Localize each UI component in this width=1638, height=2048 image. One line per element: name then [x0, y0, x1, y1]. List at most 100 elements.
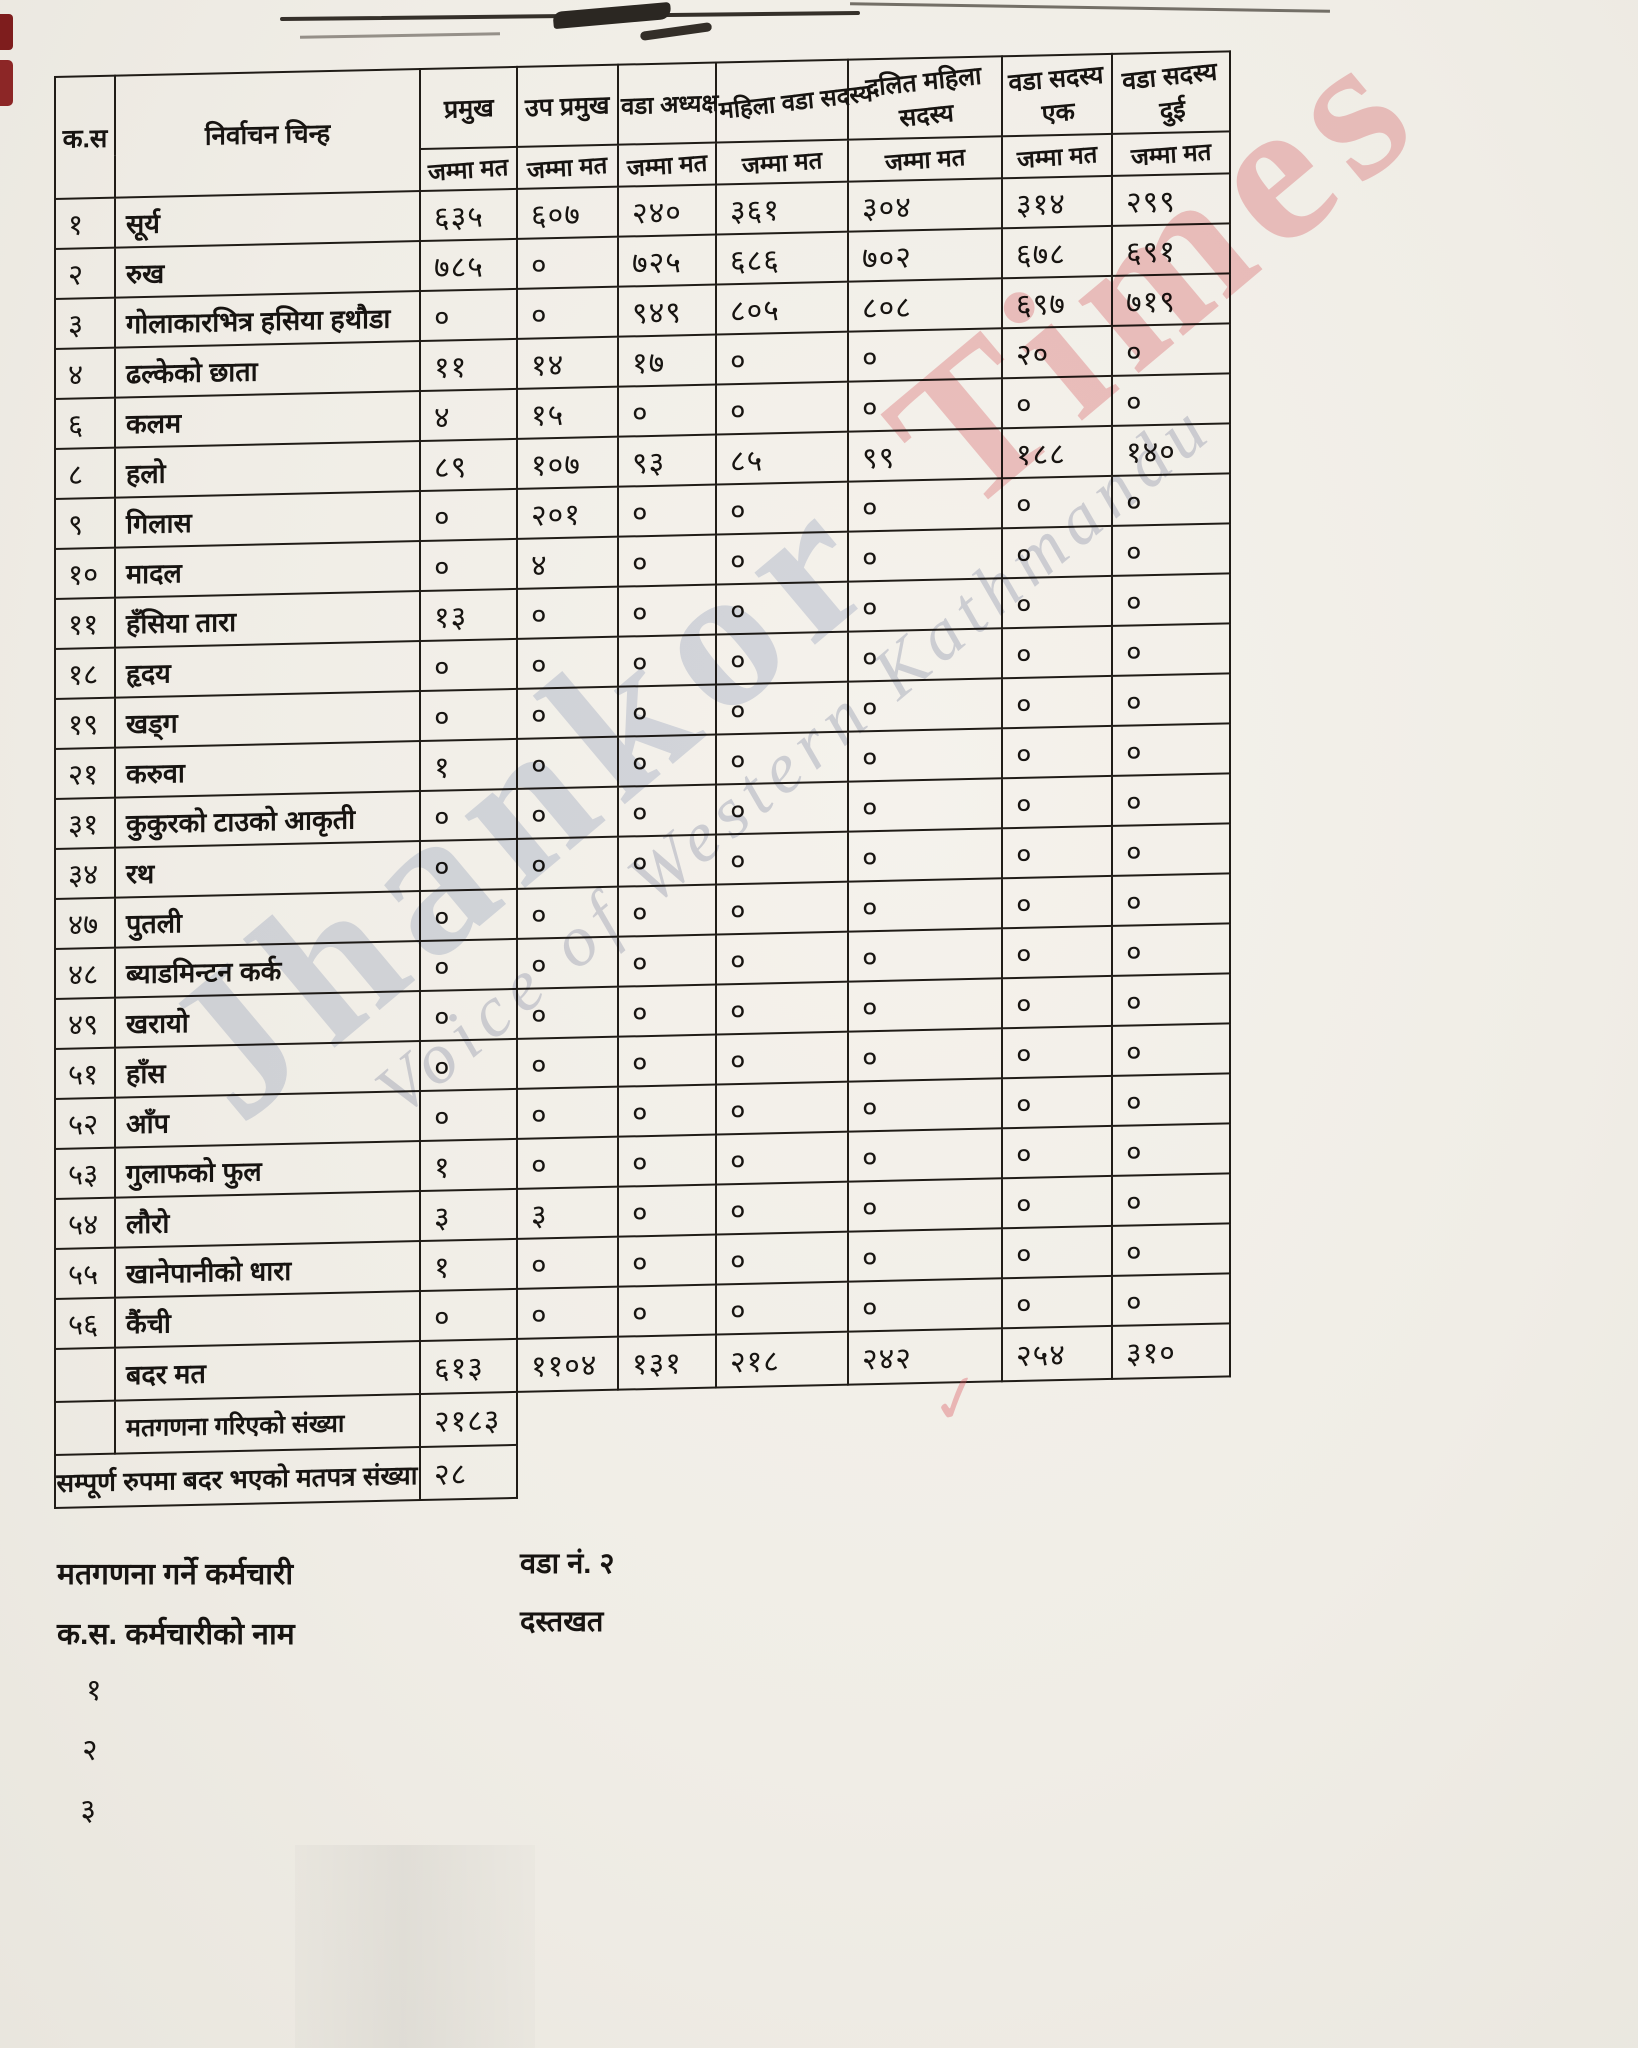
vote-cell: ० — [1002, 925, 1112, 979]
vote-cell: ० — [420, 1288, 517, 1342]
vote-cell: ० — [1002, 675, 1112, 729]
serial-cell: ४ — [55, 347, 115, 399]
header-total-votes: जम्मा मत — [517, 144, 618, 189]
vote-cell: ० — [716, 481, 848, 535]
header-total-votes: जम्मा मत — [420, 146, 517, 192]
vote-cell: ० — [1112, 623, 1230, 676]
vote-cell: ० — [848, 678, 1002, 732]
vote-cell: ० — [716, 1231, 848, 1285]
vote-cell: ० — [848, 1128, 1002, 1182]
counted-total-value: २१८३ — [420, 1391, 517, 1448]
header-pramukh: प्रमुख — [420, 66, 517, 150]
counting-staff-heading: मतगणना गर्ने कर्मचारी — [57, 1558, 294, 1591]
vote-cell: ० — [716, 581, 848, 635]
vote-cell: ० — [848, 1078, 1002, 1132]
vote-cell: ० — [1002, 475, 1112, 529]
scan-streak — [299, 32, 501, 39]
vote-cell: ० — [517, 236, 618, 289]
serial-cell: ४७ — [55, 897, 115, 949]
vote-cell: ० — [618, 684, 716, 737]
header-total-votes: जम्मा मत — [1112, 131, 1230, 176]
vote-cell: ८०५ — [716, 281, 848, 335]
header-upa-pramukh: उप प्रमुख — [517, 64, 618, 147]
vote-cell: ० — [618, 534, 716, 587]
vote-cell: ० — [517, 736, 618, 789]
header-mahila-ward-sadasya: महिला वडा सदस्य — [716, 59, 874, 143]
vote-cell: ० — [848, 478, 1002, 532]
vote-cell: ० — [1002, 725, 1112, 779]
vote-cell: ० — [517, 886, 618, 939]
vote-cell: २०१ — [517, 486, 618, 539]
vote-cell: ० — [848, 828, 1002, 882]
vote-cell: ६७८ — [1002, 225, 1112, 279]
vote-cell: ८५ — [716, 431, 848, 485]
vote-cell: ० — [420, 638, 517, 692]
vote-cell: ११०४ — [517, 1336, 618, 1392]
vote-cell: ० — [420, 488, 517, 542]
vote-cell: ० — [618, 1084, 716, 1137]
vote-cell: ० — [1112, 723, 1230, 776]
vote-cell: ० — [517, 986, 618, 1039]
ward-number-label: वडा नं. २ — [520, 1548, 615, 1580]
symbol-cell: कुकुरको टाउको आकृती — [115, 791, 420, 848]
vote-cell: ० — [848, 1228, 1002, 1282]
vote-cell: ० — [420, 288, 517, 342]
vote-cell: ० — [1112, 1023, 1230, 1076]
vote-cell: ३०४ — [848, 178, 1002, 232]
vote-cell: ० — [420, 888, 517, 942]
serial-cell: ५३ — [55, 1147, 115, 1199]
header-total-votes: जम्मा मत — [618, 142, 716, 187]
vote-cell: ० — [1112, 773, 1230, 826]
symbol-cell: खरायो — [115, 991, 420, 1048]
vote-cell: २० — [1002, 325, 1112, 379]
serial-cell: ५४ — [55, 1197, 115, 1249]
vote-cell: ० — [1112, 1223, 1230, 1276]
vote-cell: ४ — [420, 388, 517, 442]
vote-cell: ० — [618, 884, 716, 937]
vote-cell: ० — [1112, 373, 1230, 426]
vote-cell: ६३५ — [420, 188, 517, 242]
vote-cell: ० — [1112, 573, 1230, 626]
vote-cell: ० — [517, 836, 618, 889]
vote-cell: ० — [1002, 1175, 1112, 1229]
vote-cell: ० — [1112, 873, 1230, 926]
symbol-cell: कलम — [115, 391, 420, 448]
vote-cell: ० — [848, 728, 1002, 782]
serial-cell: ५२ — [55, 1097, 115, 1149]
symbol-cell: हँसिया तारा — [115, 591, 420, 648]
vote-cell: ० — [420, 988, 517, 1042]
vote-cell: ० — [420, 1038, 517, 1092]
red-edge-mark — [0, 60, 13, 106]
vote-cell: ० — [716, 1081, 848, 1135]
vote-cell: ० — [1002, 1125, 1112, 1179]
vote-cell: ० — [716, 731, 848, 785]
vote-cell: ० — [1002, 625, 1112, 679]
vote-cell: ६१३ — [420, 1338, 517, 1395]
vote-cell: ० — [848, 778, 1002, 832]
vote-cell: ० — [517, 636, 618, 689]
vote-cell: ८०८ — [848, 278, 1002, 332]
serial-cell: १९ — [55, 697, 115, 749]
vote-cell: २४२ — [848, 1328, 1002, 1385]
symbol-cell: करुवा — [115, 741, 420, 798]
vote-cell: १ — [420, 738, 517, 792]
vote-cell: १७ — [618, 334, 716, 387]
vote-cell: १०७ — [517, 436, 618, 489]
vote-cell: ० — [618, 1284, 716, 1337]
vote-cell: ० — [420, 688, 517, 742]
scan-streak — [850, 2, 1330, 13]
vote-cell: ० — [618, 384, 716, 437]
vote-cell: ० — [517, 936, 618, 989]
header-symbol: निर्वाचन चिन्ह — [115, 69, 420, 198]
vote-cell: ० — [517, 1086, 618, 1139]
vote-cell: ० — [618, 1034, 716, 1087]
vote-cell: ३ — [517, 1186, 618, 1239]
vote-cell: ० — [1002, 1075, 1112, 1129]
vote-cell: ० — [1112, 923, 1230, 976]
staff-serial-1: १ — [86, 1674, 102, 1707]
vote-cell: ० — [618, 734, 716, 787]
vote-cell: ३१० — [1112, 1323, 1230, 1379]
symbol-cell: हृदय — [115, 641, 420, 698]
serial-cell: १० — [55, 547, 115, 599]
